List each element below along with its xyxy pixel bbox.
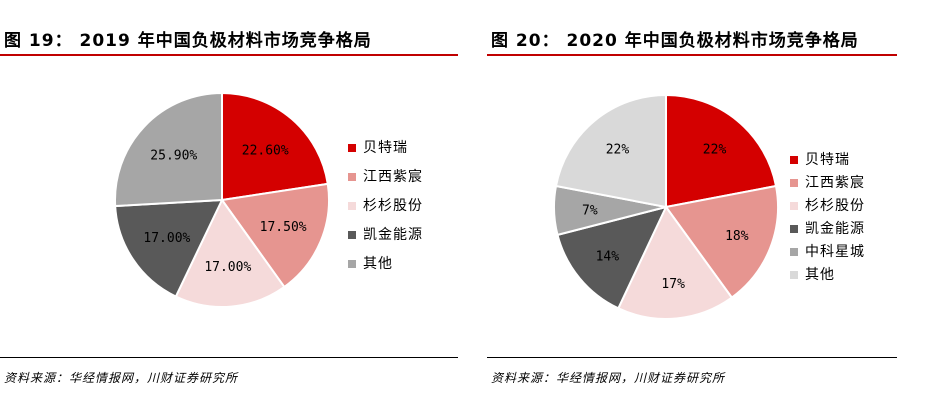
slice-value-label: 18% [725, 229, 749, 244]
pie-slice [174, 198, 286, 308]
legend-label: 其他 [805, 267, 835, 283]
figure-19-pie-chart: 22.60% 贝特瑞 17.50% 江西紫宸 17.00% 杉杉股份 17.00% 凯金能源 2… [114, 91, 423, 308]
figure-20-panel: 图 20： 2020 年中国负极材料市场竞争格局 22% 贝特瑞 18% 江西紫宸 17… [487, 0, 952, 413]
legend-label: 贝特瑞 [363, 140, 408, 156]
legend-label: 杉杉股份 [805, 198, 865, 214]
slice-value-label: 22% [703, 142, 727, 157]
pie-slice [664, 184, 779, 300]
legend-swatch [790, 248, 798, 256]
slice-value-label: 17.00% [204, 260, 251, 275]
slice-value-label: 7% [582, 203, 598, 218]
legend-label: 江西紫宸 [363, 168, 423, 185]
legend-swatch [790, 179, 798, 187]
pie-slice [556, 205, 668, 310]
pie-slice [554, 93, 667, 209]
figure-20-source: 资料来源：华经情报网，川财证券研究所 [491, 371, 726, 385]
legend-swatch [348, 202, 356, 210]
slice-value-label: 22.60% [242, 144, 289, 159]
legend-swatch [790, 202, 798, 210]
legend-label: 凯金能源 [805, 221, 865, 237]
slice-value-label: 17% [661, 277, 685, 292]
slice-value-label: 25.90% [150, 148, 197, 163]
source-rule [0, 357, 458, 358]
legend-label: 凯金能源 [363, 227, 423, 243]
slice-value-label: 17.00% [143, 231, 190, 246]
slice-value-label: 22% [606, 142, 630, 157]
legend-swatch [348, 231, 356, 239]
legend-label: 中科星城 [805, 244, 865, 260]
pie-slice [221, 91, 329, 202]
pie-slice [220, 182, 330, 289]
pie-slice [114, 91, 223, 208]
figure-20-title: 图 20： 2020 年中国负极材料市场竞争格局 [491, 31, 859, 51]
figure-20-pie-chart: 22% 贝特瑞 18% 江西紫宸 17% 杉杉股份 14% 凯金能源 7% 中科星城 22% 其他 [553, 93, 865, 320]
legend-label: 江西紫宸 [805, 174, 865, 191]
slice-value-label: 14% [596, 250, 620, 265]
title-rule [487, 54, 897, 56]
legend-label: 贝特瑞 [805, 152, 850, 168]
figure-19-source: 资料来源：华经情报网，川财证券研究所 [4, 371, 239, 385]
title-rule [0, 54, 458, 56]
legend-swatch [790, 156, 798, 164]
figure-19-panel: 图 19： 2019 年中国负极材料市场竞争格局 22.60% 贝特瑞 17.50%… [0, 0, 465, 413]
pie-slice [616, 205, 734, 320]
pie-slice [114, 198, 224, 298]
pie-slice [665, 93, 778, 209]
legend-swatch [348, 260, 356, 268]
legend-swatch [790, 225, 798, 233]
legend-label: 其他 [363, 256, 393, 272]
legend-swatch [348, 144, 356, 152]
source-rule [487, 357, 897, 358]
legend-label: 杉杉股份 [363, 198, 423, 214]
figure-19-title: 图 19： 2019 年中国负极材料市场竞争格局 [4, 31, 372, 51]
slice-value-label: 17.50% [260, 220, 307, 235]
legend-swatch [348, 173, 356, 181]
legend-swatch [790, 271, 798, 279]
